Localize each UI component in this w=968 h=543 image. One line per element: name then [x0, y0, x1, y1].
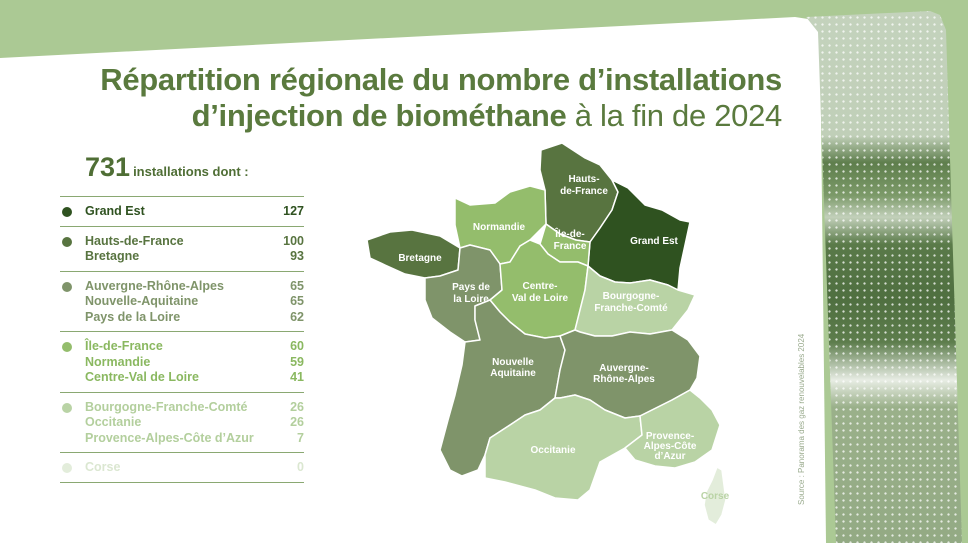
legend-region-name: Normandie — [85, 354, 151, 369]
legend-row: Bourgogne-Franche-Comté 26 — [85, 400, 304, 416]
map-label-corse: Corse — [701, 491, 730, 502]
legend-region-name: Hauts-de-France — [85, 233, 184, 248]
map-label-centre-val-de-loire: Centre-Val de Loire — [512, 281, 569, 304]
title-line-2-light: à la fin de 2024 — [566, 98, 783, 133]
legend-dot-icon — [62, 236, 72, 247]
legend-region-name: Centre-Val de Loire — [85, 370, 199, 384]
map-label-paca: Provence-Alpes-Côte d’Azur — [644, 431, 697, 462]
legend-region-value: 65 — [290, 278, 304, 293]
legend-region-name: Provence-Alpes-Côte d’Azur — [85, 430, 254, 445]
legend-list: Grand Est 127 Hauts-de-France 100 Bretagne 93… — [60, 196, 304, 483]
legend-region-name: Grand Est — [85, 204, 145, 218]
legend-dot-icon — [62, 463, 72, 473]
legend-group: Île-de-France 60 Normandie 59 Centre-Val de … — [60, 331, 304, 392]
total-value: 731 — [85, 152, 131, 182]
legend-row: Provence-Alpes-Côte d’Azur 7 — [85, 431, 304, 447]
map-label-pays-de-la-loire: Pays de la Loire — [452, 282, 490, 305]
legend-region-name: Nouvelle-Aquitaine — [85, 294, 199, 308]
legend-region-name: Corse — [85, 460, 121, 474]
title-line-2-bold: d’injection de biométhane — [191, 98, 567, 133]
legend-region-value: 0 — [297, 460, 304, 474]
legend-region-name: Occitanie — [85, 415, 142, 429]
legend-region-value: 65 — [290, 294, 304, 308]
title-line-1: Répartition régionale du nombre d’instal… — [100, 62, 782, 97]
region-corse — [703, 466, 727, 526]
map-label-occitanie: Occitanie — [530, 445, 575, 456]
source-note: Source : Panorama des gaz renouvelables … — [797, 333, 806, 505]
legend-row: Nouvelle-Aquitaine 65 — [85, 294, 304, 310]
legend-group: Bourgogne-Franche-Comté 26 Occitanie 26 Prov… — [60, 391, 304, 453]
legend-region-value: 93 — [290, 249, 304, 263]
map-label-auvergne-rhone-alpes: Auvergne-Rhône-Alpes — [593, 363, 655, 385]
legend-row: Grand Est 127 — [85, 204, 304, 220]
legend-dot-icon — [62, 207, 72, 217]
region-occitanie — [484, 394, 643, 501]
legend-row: Normandie 59 — [85, 355, 304, 371]
legend-region-name: Auvergne-Rhône-Alpes — [85, 278, 224, 293]
legend-region-value: 26 — [290, 399, 304, 414]
legend-row: Centre-Val de Loire 41 — [85, 370, 304, 386]
legend-row: Hauts-de-France 100 — [85, 234, 304, 250]
legend-row: Bretagne 93 — [85, 249, 304, 265]
map-label-grand-est: Grand Est — [630, 236, 678, 247]
legend-row: Île-de-France 60 — [85, 339, 304, 355]
page-title: Répartition régionale du nombre d’instal… — [100, 62, 782, 134]
legend-group: Grand Est 127 — [60, 196, 304, 226]
legend-row: Pays de la Loire 62 — [85, 310, 304, 326]
total-installations: 731 installations dont : — [85, 152, 249, 183]
legend-group: Corse 0 — [60, 452, 304, 483]
legend-region-value: 127 — [283, 204, 304, 218]
map-label-hauts-de-france: Hauts-de-France — [560, 174, 608, 197]
legend-row: Occitanie 26 — [85, 415, 304, 431]
legend-row: Corse 0 — [85, 460, 304, 476]
legend-region-name: Bourgogne-Franche-Comté — [85, 399, 248, 414]
legend-region-name: Bretagne — [85, 249, 140, 263]
map-label-normandie: Normandie — [473, 222, 526, 233]
legend-region-value: 7 — [297, 430, 304, 445]
legend-dot-icon — [62, 342, 72, 352]
legend-row: Auvergne-Rhône-Alpes 65 — [85, 279, 304, 295]
legend-region-name: Île-de-France — [85, 339, 163, 353]
legend-region-value: 59 — [290, 354, 304, 369]
legend-region-value: 62 — [290, 309, 304, 324]
legend-region-name: Pays de la Loire — [85, 309, 181, 324]
legend-region-value: 41 — [290, 370, 304, 384]
legend-group: Hauts-de-France 100 Bretagne 93 — [60, 225, 304, 271]
legend-group: Auvergne-Rhône-Alpes 65 Nouvelle-Aquitaine… — [60, 270, 304, 332]
map-label-bretagne: Bretagne — [398, 253, 442, 264]
map-label-nouvelle-aquitaine: Nouvelle Aquitaine — [490, 357, 536, 379]
legend-region-value: 60 — [290, 339, 304, 353]
region-provence-alpes-cote-d-azur — [624, 389, 721, 469]
legend-region-value: 100 — [283, 233, 304, 248]
legend-dot-icon — [62, 281, 72, 292]
legend-dot-icon — [62, 402, 72, 413]
legend-region-value: 26 — [290, 415, 304, 429]
total-label: installations dont : — [133, 164, 249, 179]
map-label-ile-de-france: Île-de-France — [554, 227, 587, 252]
map-label-bourgogne-franche-comte: Bourgogne-Franche-Comté — [594, 291, 668, 314]
